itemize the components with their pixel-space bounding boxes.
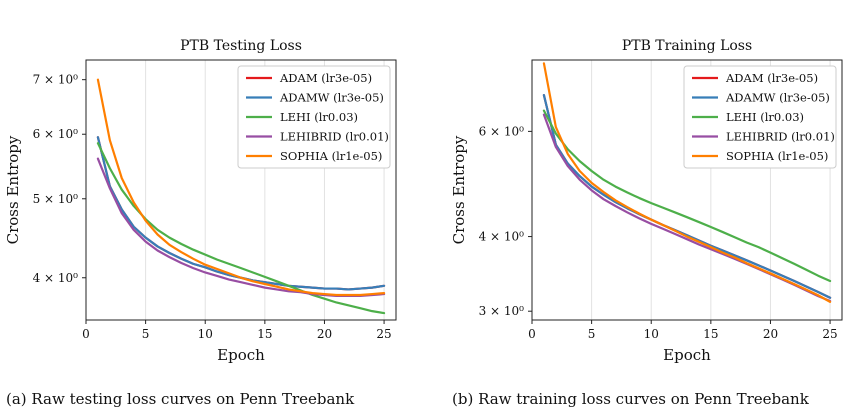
series-line-adamw [542,94,832,299]
y-tick-label: 6 × 10⁰ [33,127,79,141]
x-tick-label: 10 [198,327,213,341]
x-tick-label: 5 [142,327,150,341]
x-tick-label: 0 [82,327,90,341]
legend-label: LEHIBRID (lr0.01) [280,130,389,144]
x-tick-label: 25 [822,327,837,341]
y-axis-label: Cross Entropy [450,135,468,244]
x-tick-label: 20 [763,327,778,341]
plot-frame [85,59,397,321]
x-tick-label: 25 [376,327,391,341]
y-tick-label: 6 × 10⁰ [479,124,525,138]
legend-label: SOPHIA (lr1e-05) [726,149,828,163]
chart-title: PTB Testing Loss [180,38,302,54]
legend-label: LEHI (lr0.03) [726,110,804,124]
training-loss-chart: 0 5 10 15 20 25 3 × 10⁰ 4 × 10⁰ 6 × 10⁰ PTB Train… [450,38,843,364]
legend: ADAM (lr3e-05) ADAMW (lr3e-05) LEHI (lr0.0… [683,65,837,169]
series-line-sophia [542,62,832,303]
y-tick-label: 4 × 10⁰ [33,271,79,285]
legend-label: ADAMW (lr3e-05) [725,91,830,105]
y-tick-label: 5 × 10⁰ [33,192,79,206]
x-axis-label: Epoch [217,346,265,364]
series-line-lehi [542,109,832,283]
legend: ADAM (lr3e-05) ADAMW (lr3e-05) LEHI (lr0.0… [237,65,391,169]
caption-a: (a) Raw testing loss curves on Penn Tree… [6,390,355,408]
legend-box [237,65,391,169]
caption-b: (b) Raw training loss curves on Penn Tre… [452,390,809,408]
x-axis-label: Epoch [663,346,711,364]
chart-title: PTB Training Loss [622,38,752,54]
testing-loss-chart: 0 5 10 15 20 25 4 × 10⁰ 5 × 10⁰ 6 × 10⁰ 7 × 10⁰ PT… [4,38,397,364]
series-line-sophia [96,78,386,297]
legend-label: LEHIBRID (lr0.01) [726,130,835,144]
y-tick-label: 7 × 10⁰ [33,73,79,87]
y-tick-label: 4 × 10⁰ [479,230,525,244]
y-tick-label: 3 × 10⁰ [479,304,525,318]
series-line-lehi [96,142,386,315]
x-tick-label: 20 [317,327,332,341]
series-line-lehibrid [96,157,386,298]
plot-frame [531,59,843,321]
x-tick-label: 10 [644,327,659,341]
x-tick-label: 0 [528,327,536,341]
legend-box [683,65,837,169]
x-tick-label: 15 [703,327,718,341]
legend-label: SOPHIA (lr1e-05) [280,149,382,163]
figure: 0 5 10 15 20 25 4 × 10⁰ 5 × 10⁰ 6 × 10⁰ 7 × 10⁰ PT… [4,38,843,364]
legend-label: LEHI (lr0.03) [280,110,358,124]
legend-label: ADAMW (lr3e-05) [279,91,384,105]
y-axis-label: Cross Entropy [4,135,22,244]
legend-label: ADAM (lr3e-05) [725,71,818,85]
x-tick-label: 15 [257,327,272,341]
legend-label: ADAM (lr3e-05) [279,71,372,85]
x-tick-label: 5 [588,327,596,341]
